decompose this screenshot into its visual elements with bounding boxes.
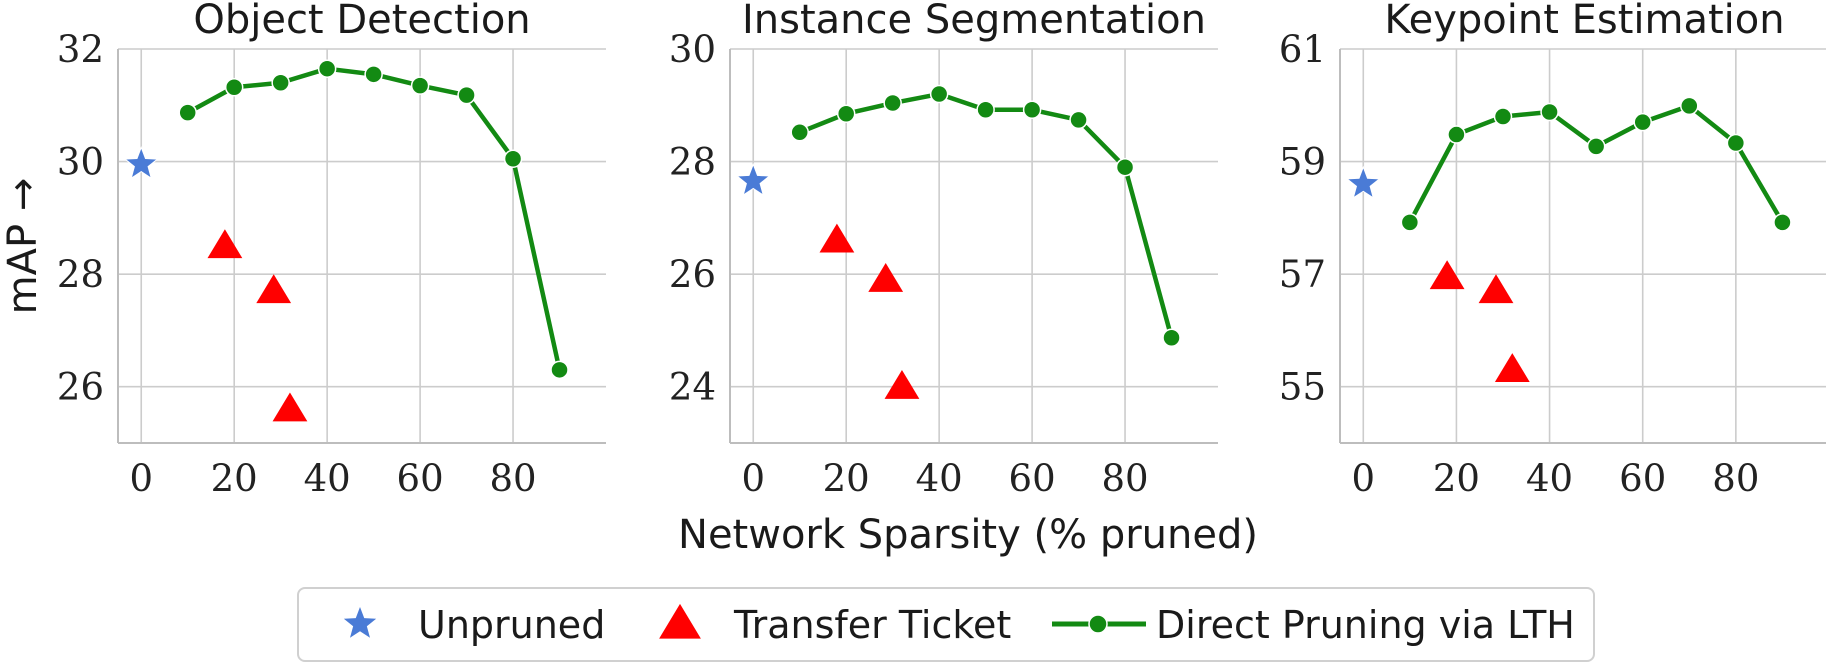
x-tick-label: 60 bbox=[1009, 457, 1056, 500]
x-tick-label: 40 bbox=[1526, 457, 1573, 500]
panel-title: Instance Segmentation bbox=[742, 0, 1206, 43]
data-point bbox=[550, 360, 569, 380]
series-transfer-ticket bbox=[819, 223, 920, 399]
y-tick-label: 59 bbox=[1279, 141, 1326, 184]
series-line bbox=[1407, 103, 1785, 224]
x-tick-label: 40 bbox=[304, 457, 351, 500]
panel-3: 55 57 59 61 0 20 40 60 80 Keypoint Estimation bbox=[1279, 0, 1826, 500]
legend-dot-swatch bbox=[1088, 614, 1108, 634]
series-unpruned bbox=[1345, 165, 1381, 199]
y-tick-label: 57 bbox=[1279, 253, 1326, 296]
series-transfer-ticket bbox=[207, 229, 308, 422]
legend-label: Transfer Ticket bbox=[733, 603, 1011, 647]
data-point bbox=[410, 76, 430, 95]
data-point bbox=[1633, 112, 1652, 132]
panel-2: 24 26 28 30 0 20 40 60 80 Instance Segmentation bbox=[669, 0, 1218, 500]
data-point bbox=[1115, 157, 1135, 177]
data-point bbox=[1493, 107, 1513, 126]
series-line bbox=[798, 91, 1174, 339]
x-tick-label: 40 bbox=[916, 457, 963, 500]
legend-item: Direct Pruning via LTH bbox=[1052, 603, 1575, 647]
y-tick-label: 61 bbox=[1279, 28, 1326, 71]
y-tick-label: 28 bbox=[669, 141, 716, 184]
triangle-marker bbox=[868, 263, 904, 292]
legend-label: Direct Pruning via LTH bbox=[1156, 603, 1575, 647]
x-tick-label: 0 bbox=[1352, 457, 1376, 500]
x-tick-label: 80 bbox=[1102, 457, 1149, 500]
legend-triangle-swatch bbox=[659, 603, 701, 639]
data-point bbox=[1773, 213, 1792, 232]
data-point bbox=[224, 78, 244, 97]
legend-frame bbox=[297, 587, 1595, 662]
series-unpruned bbox=[735, 162, 771, 197]
data-point bbox=[976, 100, 995, 120]
star-marker bbox=[1345, 165, 1381, 199]
x-tick-label: 80 bbox=[490, 457, 537, 500]
star-marker bbox=[123, 145, 159, 180]
y-tick-label: 30 bbox=[669, 28, 716, 71]
data-point bbox=[317, 59, 337, 78]
data-point bbox=[1162, 328, 1181, 347]
legend-label: Unpruned bbox=[418, 603, 605, 647]
x-tick-label: 20 bbox=[823, 457, 870, 500]
legend-star-swatch bbox=[343, 607, 377, 638]
y-tick-label: 30 bbox=[57, 141, 104, 184]
x-tick-label: 0 bbox=[741, 457, 765, 500]
triangle-marker bbox=[1429, 260, 1465, 290]
series-transfer-ticket bbox=[1429, 260, 1530, 382]
data-point bbox=[1726, 133, 1746, 153]
x-tick-label: 20 bbox=[1433, 457, 1480, 500]
x-tick-label: 80 bbox=[1712, 457, 1759, 500]
legend: Unpruned Transfer Ticket Direct Pruning vi… bbox=[297, 587, 1595, 662]
triangle-marker bbox=[256, 274, 292, 304]
y-tick-label: 26 bbox=[57, 366, 104, 409]
data-point bbox=[1069, 110, 1088, 130]
panel-title: Keypoint Estimation bbox=[1384, 0, 1784, 43]
y-tick-label: 32 bbox=[57, 28, 104, 71]
data-point bbox=[1586, 137, 1606, 156]
panel-1: 26 28 30 32 0 20 40 60 80 Object Detection bbox=[57, 0, 606, 500]
series-direct-pruning-via-lth bbox=[1400, 96, 1792, 232]
data-point bbox=[178, 103, 197, 122]
triangle-marker bbox=[884, 369, 920, 399]
legend-item: Transfer Ticket bbox=[659, 603, 1011, 647]
data-point bbox=[790, 123, 809, 142]
data-point bbox=[1540, 102, 1559, 122]
data-point bbox=[503, 149, 523, 169]
data-point bbox=[271, 73, 290, 93]
triangle-marker bbox=[819, 223, 855, 253]
y-axis-label: mAP → bbox=[0, 178, 46, 315]
x-axis-label: Network Sparsity (% pruned) bbox=[678, 512, 1258, 558]
x-tick-label: 0 bbox=[129, 457, 153, 500]
data-point bbox=[364, 65, 383, 84]
series-direct-pruning-via-lth bbox=[790, 84, 1181, 347]
data-point bbox=[883, 93, 902, 113]
y-tick-label: 28 bbox=[57, 253, 104, 296]
star-marker bbox=[735, 162, 771, 197]
data-point bbox=[1447, 125, 1466, 144]
data-point bbox=[1400, 213, 1420, 232]
series-unpruned bbox=[123, 145, 159, 180]
data-point bbox=[1680, 96, 1699, 116]
x-tick-label: 60 bbox=[397, 457, 444, 500]
triangle-marker bbox=[1494, 353, 1530, 382]
series-direct-pruning-via-lth bbox=[178, 59, 569, 380]
triangle-marker bbox=[207, 229, 243, 259]
triangle-marker bbox=[1478, 274, 1514, 304]
data-point bbox=[1022, 100, 1042, 120]
data-point bbox=[929, 84, 949, 104]
legend-item: Unpruned bbox=[343, 603, 605, 647]
y-tick-label: 26 bbox=[669, 253, 716, 296]
y-tick-label: 24 bbox=[669, 366, 716, 409]
y-tick-label: 55 bbox=[1279, 366, 1326, 409]
triangle-marker bbox=[272, 392, 308, 422]
panel-title: Object Detection bbox=[193, 0, 530, 43]
data-point bbox=[457, 85, 476, 105]
x-tick-label: 20 bbox=[211, 457, 258, 500]
data-point bbox=[836, 104, 856, 123]
series-line bbox=[186, 66, 562, 371]
x-tick-label: 60 bbox=[1619, 457, 1666, 500]
